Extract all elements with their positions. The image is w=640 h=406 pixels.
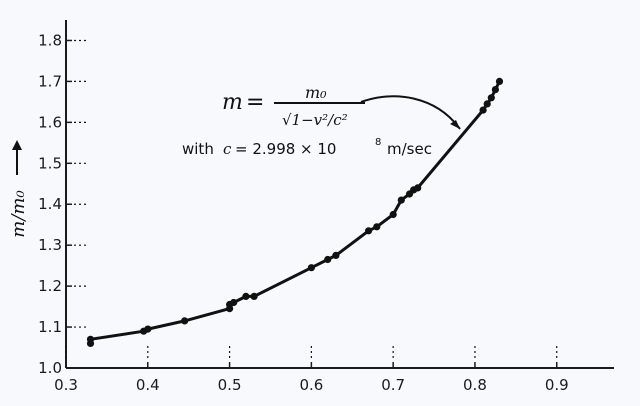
data-point [86,335,95,343]
y-tick-label: 1.5 [38,154,62,172]
data-point [483,100,491,108]
data-point [397,196,405,204]
y-tick-label: 1.7 [38,72,62,90]
data-point [495,77,504,85]
data-point [242,292,250,300]
plot-layer: 1.0 1.1 1.2 1.3 1.4 1.5 1.6 1.7 1.8 0.3 0.4 0.5 0.6 0… [38,20,614,394]
data-point [250,292,258,300]
y-axis-label-group: m/m₀ [8,140,29,238]
y-axis-label-arrowhead [12,140,22,150]
data-point [479,106,487,114]
x-tick-label: 0.3 [54,376,78,394]
formula-lhs: m [222,90,243,115]
data-point [365,227,373,235]
annotation-with-prefix: with [182,140,214,158]
annotation-unit: m/sec [387,140,432,158]
data-point [307,264,315,272]
annotation-arrow [360,95,461,130]
data-point [181,317,189,325]
data-point [389,210,397,219]
y-tick-label: 1.0 [38,359,62,377]
data-point [487,94,495,102]
y-tick-label: 1.4 [38,195,62,213]
formula-numerator: m₀ [305,83,327,102]
x-tick-label: 0.8 [463,376,487,394]
y-tick-label: 1.8 [38,31,62,49]
x-tick-label: 0.6 [299,376,323,394]
x-tick-label: 0.4 [136,376,160,394]
annotation-c: c [223,140,232,158]
formula-equals: = [246,90,264,115]
y-axis-label: m/m₀ [8,190,29,237]
data-point [414,184,422,192]
data-point [491,86,499,94]
x-tick-label: 0.9 [545,376,569,394]
y-tick-label: 1.1 [38,318,62,336]
data-point [373,223,381,231]
annotation-value: = 2.998 × 10 [235,140,336,158]
x-tick-label: 0.7 [381,376,405,394]
annotation-arrowhead [450,120,460,129]
annotation-exponent: 8 [375,137,381,148]
formula-denominator: √1−v²/c² [282,111,348,129]
data-point [332,251,340,259]
data-point [230,298,238,307]
x-tick-label: 0.5 [218,376,242,394]
data-point [144,325,152,333]
y-tick-label: 1.3 [38,236,62,254]
data-point [324,255,332,264]
y-tick-label: 1.2 [38,277,62,295]
y-tick-label: 1.6 [38,113,62,131]
formula-annotation: m = m₀ √1−v²/c² with c = 2.998 × 10 8 m/… [182,83,461,158]
